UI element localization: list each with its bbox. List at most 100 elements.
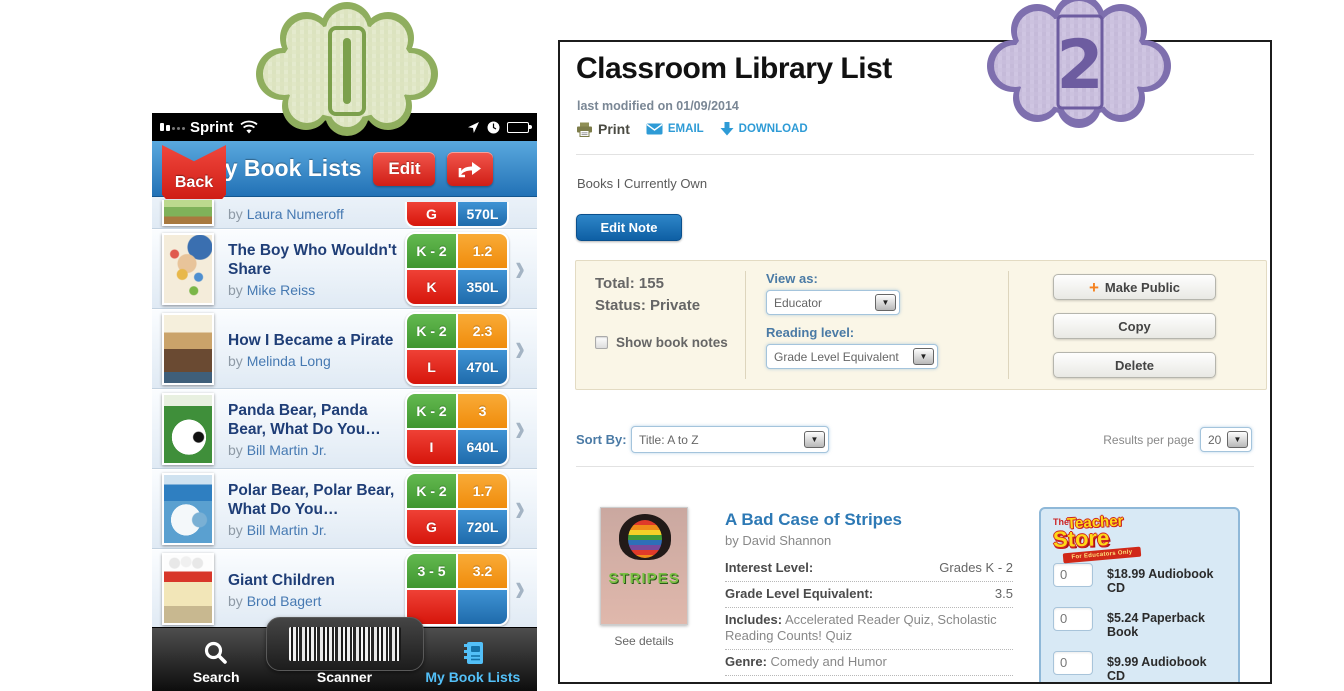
list-item[interactable]: The Boy Who Wouldn't Share by Mike Reiss K… <box>152 228 537 308</box>
reading-level-badges: 3 - 5 3.2 <box>405 551 509 626</box>
field-label: Includes: <box>725 612 783 627</box>
chevron-right-icon[interactable]: › <box>515 406 525 450</box>
carrier-label: Sprint <box>190 118 234 136</box>
tab-my-book-lists-label: My Book Lists <box>425 669 521 685</box>
cover-art <box>628 520 662 558</box>
field-value: Comedy and Humor <box>766 654 887 669</box>
book-cover-thumbnail <box>162 472 214 545</box>
back-button[interactable]: Back <box>162 145 226 199</box>
book-author[interactable]: by Bill Martin Jr. <box>228 522 327 538</box>
chevron-right-icon[interactable]: › <box>515 566 525 610</box>
print-link[interactable]: Print <box>576 121 630 137</box>
copy-label: Copy <box>1118 318 1151 334</box>
store-item-row: 0 $5.24 Paperback Book <box>1053 607 1238 639</box>
quantity-input[interactable]: 0 <box>1053 651 1093 675</box>
nav-bar: Back My Book Lists Edit <box>152 141 537 199</box>
share-button[interactable] <box>447 151 494 186</box>
edit-button-label: Edit <box>388 158 421 178</box>
field-value: Grades K - 2 <box>939 560 1013 575</box>
lexile-badge: 570L <box>458 202 507 226</box>
book-author[interactable]: by Brod Bagert <box>228 592 322 609</box>
barcode-icon <box>288 627 401 661</box>
chevron-down-icon: ▼ <box>1227 431 1248 448</box>
results-per-page-dropdown[interactable]: 20 ▼ <box>1200 427 1252 452</box>
phone-screenshot: Sprint Back My Book Lists <box>152 113 537 691</box>
logo-the: The <box>1053 517 1070 527</box>
edit-note-button[interactable]: Edit Note <box>576 214 682 241</box>
reading-level-badges: K - 2 1.2 K 350L <box>405 231 509 306</box>
book-detail-fields: Interest Level: Grades K - 2 Grade Level E… <box>725 556 1013 682</box>
chevron-right-icon[interactable]: › <box>515 486 525 530</box>
action-links: Print EMAIL DOWNLOAD <box>576 121 808 137</box>
interest-level-badge: K - 2 <box>407 313 456 348</box>
divider <box>576 154 1254 155</box>
chevron-right-icon[interactable]: › <box>515 246 525 290</box>
teacher-store-logo: The Teacher Store For Educators Only <box>1053 513 1163 564</box>
list-item[interactable]: Polar Bear, Polar Bear, What Do You… by B… <box>152 468 537 548</box>
make-public-button[interactable]: + Make Public <box>1053 274 1216 300</box>
search-icon <box>203 639 229 667</box>
email-link[interactable]: EMAIL <box>646 123 704 135</box>
book-title-link[interactable]: A Bad Case of Stripes <box>725 510 902 529</box>
field-label: Resources: <box>725 680 796 682</box>
last-modified-label: last modified on 01/09/2014 <box>577 99 739 113</box>
list-item-partial[interactable]: by Laura Numeroff G 570L › <box>152 197 537 228</box>
delete-button[interactable]: Delete <box>1053 352 1216 378</box>
book-author[interactable]: by Melinda Long <box>228 352 331 369</box>
location-arrow-icon <box>468 121 479 133</box>
see-details-link[interactable]: See details <box>614 634 674 648</box>
book-title: Polar Bear, Polar Bear, What Do You… <box>228 482 395 518</box>
delete-label: Delete <box>1114 357 1155 373</box>
list-item[interactable]: Panda Bear, Panda Bear, What Do You… by B… <box>152 388 537 468</box>
field-value: Yes <box>796 680 820 682</box>
download-link[interactable]: DOWNLOAD <box>720 121 808 137</box>
view-as-value: Educator <box>774 295 823 310</box>
lexile-badge: 640L <box>458 429 507 464</box>
numeral-two-glyph: 2 <box>1056 26 1103 105</box>
book-author[interactable]: by Laura Numeroff <box>228 206 344 222</box>
show-book-notes-label: Show book notes <box>616 335 728 350</box>
copy-button[interactable]: Copy <box>1053 313 1216 339</box>
tab-scanner-button[interactable] <box>265 617 424 671</box>
wifi-icon <box>240 120 258 133</box>
lexile-badge: 350L <box>458 269 507 304</box>
store-item-row: 0 $9.99 Audiobook CD <box>1053 651 1238 682</box>
tab-search[interactable]: Search <box>152 639 280 691</box>
field-label: Interest Level: <box>725 560 814 575</box>
tab-my-book-lists[interactable]: My Book Lists <box>409 639 537 691</box>
view-as-dropdown[interactable]: Educator ▼ <box>766 290 900 315</box>
list-name: Books I Currently Own <box>577 176 708 191</box>
sort-by-dropdown[interactable]: Title: A to Z ▼ <box>631 426 829 453</box>
list-item[interactable]: Giant Children by Brod Bagert 3 - 5 3.2 › <box>152 548 537 628</box>
grade-level-badge: 2.3 <box>458 313 507 348</box>
cover-title-text: STRIPES <box>608 570 680 587</box>
field-value: Accelerated Reader Quiz, Scholastic Read… <box>725 612 997 643</box>
grade-level-badge: 3 <box>458 393 507 428</box>
list-item[interactable]: How I Became a Pirate by Melinda Long K - … <box>152 308 537 388</box>
chevron-down-icon: ▼ <box>804 431 825 448</box>
book-author[interactable]: by Bill Martin Jr. <box>228 442 327 458</box>
reading-level-badges: K - 2 2.3 L 470L <box>405 311 509 386</box>
print-label: Print <box>598 121 630 137</box>
divider <box>576 466 1254 467</box>
page-title: Classroom Library List <box>576 52 892 85</box>
quantity-input[interactable]: 0 <box>1053 607 1093 631</box>
lexile-badge: 720L <box>458 509 507 544</box>
book-author[interactable]: by Mike Reiss <box>228 282 316 298</box>
step-badge-1 <box>256 2 438 138</box>
book-detail-field: Includes: Accelerated Reader Quiz, Schol… <box>725 608 1013 650</box>
envelope-icon <box>646 123 663 135</box>
book-detail-field: Genre: Comedy and Humor <box>725 650 1013 676</box>
edit-button[interactable]: Edit <box>373 151 436 186</box>
chevron-right-icon[interactable]: › <box>515 326 525 370</box>
quantity-input[interactable]: 0 <box>1053 563 1093 587</box>
signal-strength-icon <box>160 123 185 131</box>
clock-icon <box>487 121 500 133</box>
book-cover-image[interactable]: STRIPES <box>600 507 688 625</box>
store-item-label: $18.99 Audiobook CD <box>1107 567 1214 595</box>
reading-level-dropdown[interactable]: Grade Level Equivalent ▼ <box>766 344 938 369</box>
show-book-notes-checkbox[interactable] <box>595 336 608 349</box>
book-cover-thumbnail <box>162 392 214 465</box>
status-label: Status: Private <box>595 297 701 314</box>
